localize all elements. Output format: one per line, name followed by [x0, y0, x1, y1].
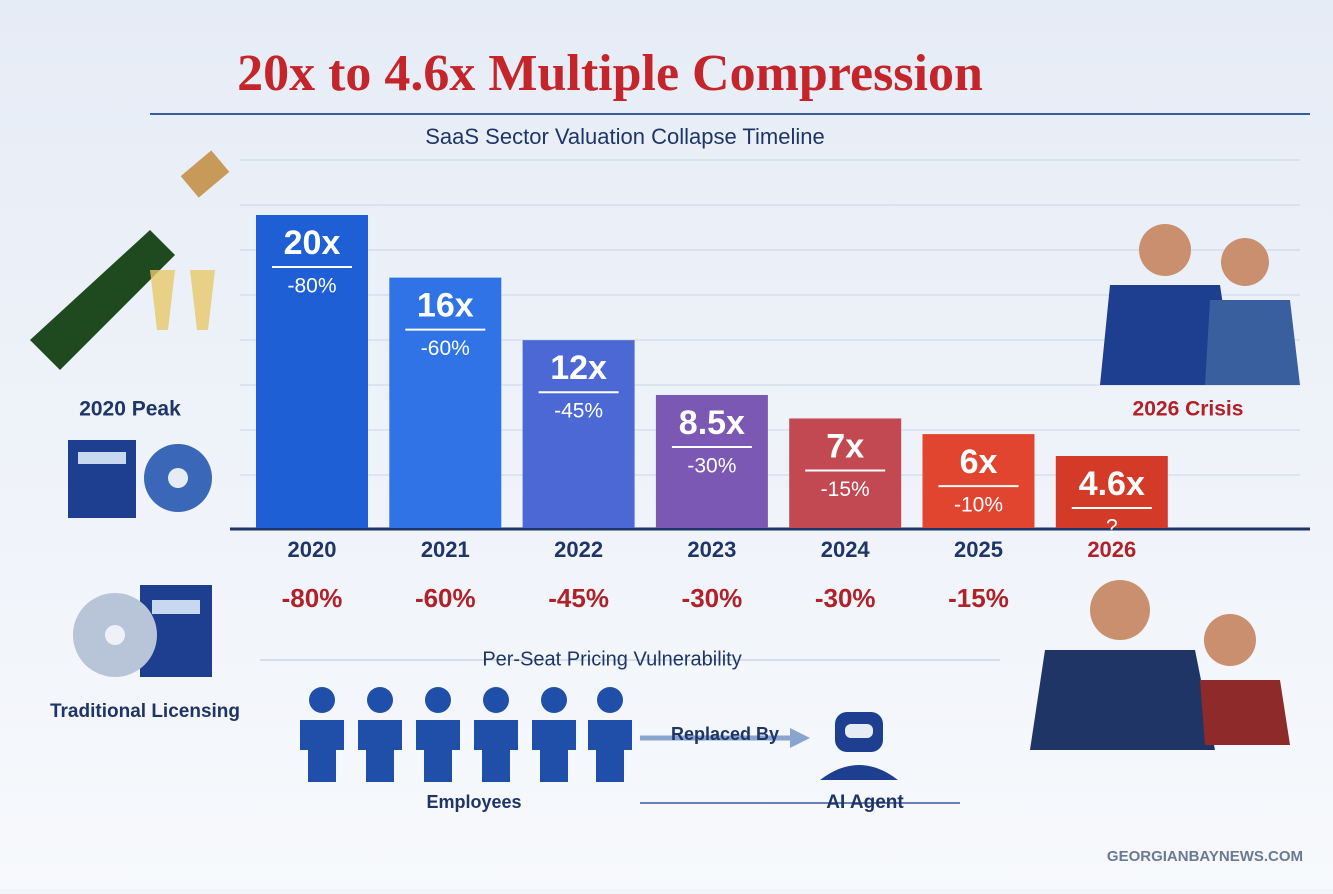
change-label: -80% — [282, 583, 343, 613]
value-label: 16x — [417, 287, 474, 325]
bar — [522, 340, 635, 528]
employee-icons — [300, 687, 632, 782]
x-tick-label: 2020 — [288, 537, 337, 562]
x-tick-label: 2026 — [1087, 537, 1136, 562]
title: 20x to 4.6x Multiple Compression — [237, 45, 983, 102]
change-label: -45% — [548, 583, 609, 613]
bar — [389, 277, 502, 528]
champagne-icon — [30, 150, 230, 370]
annotation: Replaced By — [671, 724, 779, 744]
crisis-people-bottom — [1030, 580, 1290, 750]
value-label: 4.6x — [1079, 465, 1145, 503]
bar — [655, 394, 768, 528]
bar-note: -10% — [954, 494, 1003, 517]
change-label: -30% — [815, 583, 876, 613]
bar-note: -45% — [554, 400, 603, 423]
bar — [789, 418, 902, 528]
bar-note: -60% — [421, 337, 470, 360]
x-tick-label: 2023 — [687, 537, 736, 562]
ai-agent-icon — [820, 712, 898, 780]
software-box-icon — [68, 440, 212, 518]
bar — [1055, 456, 1168, 528]
change-label: -15% — [948, 583, 1009, 613]
annotation: 2026 Crisis — [1133, 398, 1244, 421]
disc-icon — [73, 585, 212, 677]
bar-note: -80% — [287, 275, 336, 298]
source: GEORGIANBAYNEWS.COM — [1107, 848, 1303, 865]
x-tick-label: 2021 — [421, 537, 470, 562]
subtitle: SaaS Sector Valuation Collapse Timeline — [425, 124, 824, 149]
value-label: 7x — [826, 427, 864, 465]
value-label: 6x — [960, 443, 998, 481]
value-label: 8.5x — [679, 404, 745, 442]
change-label: -60% — [415, 583, 476, 613]
annotation: AI Agent — [826, 792, 904, 813]
bar-note: -30% — [687, 455, 736, 478]
annotation: Traditional Licensing — [50, 701, 240, 722]
annotation: 2020 Peak — [79, 398, 181, 421]
change-label: -30% — [682, 583, 743, 613]
bar — [922, 434, 1035, 528]
value-label: 12x — [550, 349, 607, 387]
annotation: Per-Seat Pricing Vulnerability — [482, 648, 741, 670]
bar-note: -15% — [821, 478, 870, 501]
annotation: Employees — [426, 792, 521, 812]
value-label: 20x — [284, 224, 341, 262]
bar-note: ? — [1106, 516, 1118, 539]
x-tick-label: 2024 — [821, 537, 871, 562]
crisis-people-top — [1100, 224, 1300, 385]
arrow — [640, 728, 810, 748]
x-tick-label: 2025 — [954, 537, 1003, 562]
x-tick-label: 2022 — [554, 537, 603, 562]
